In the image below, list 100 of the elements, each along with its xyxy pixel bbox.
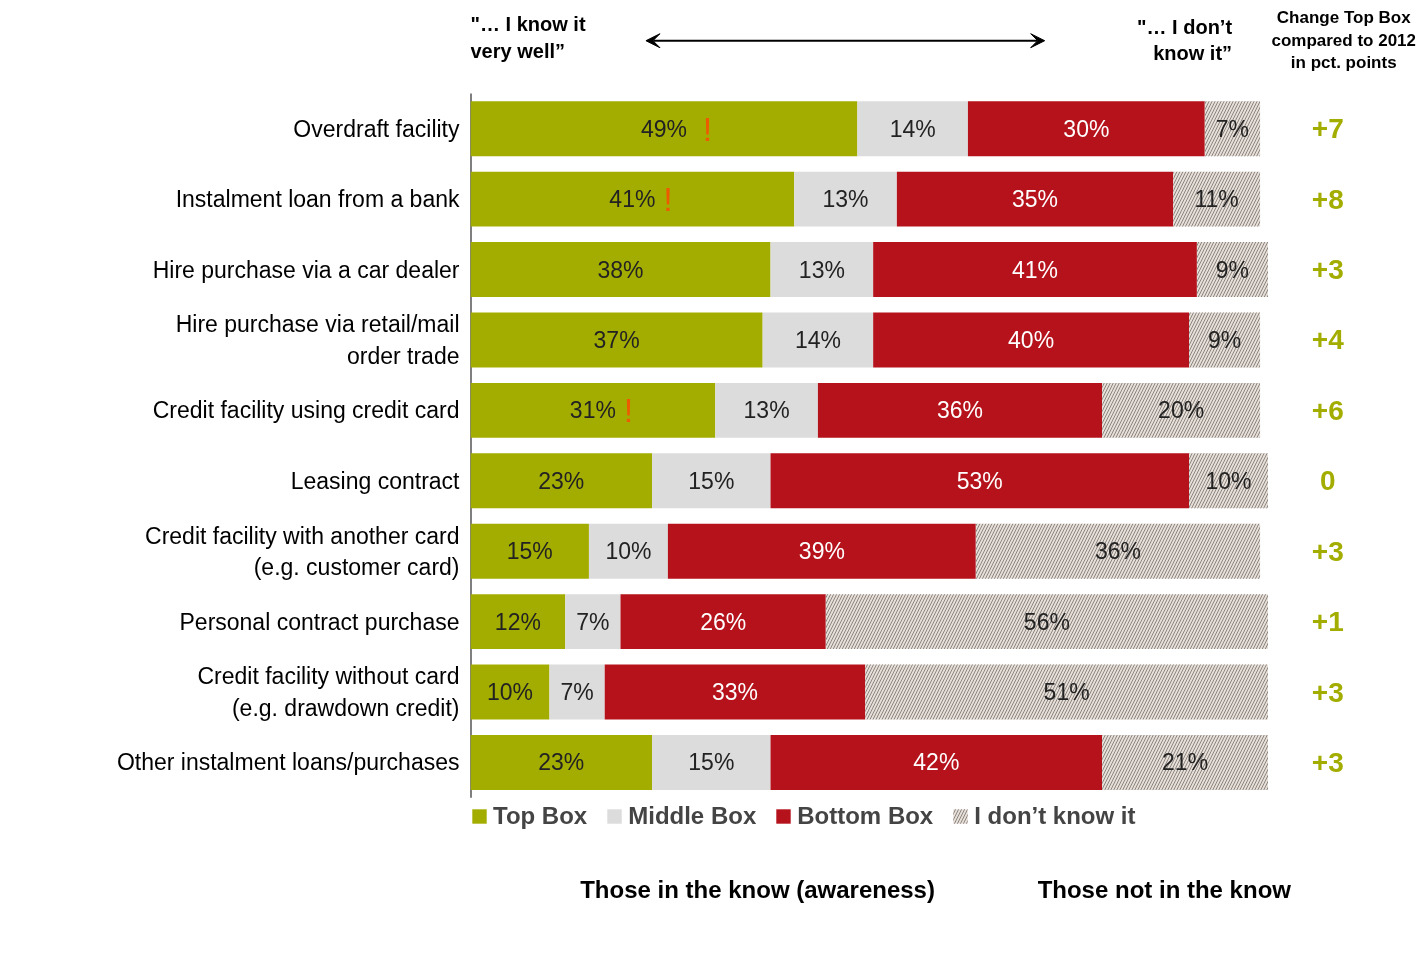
data-label: 21% <box>1162 749 1209 776</box>
data-label: 9% <box>1207 326 1242 353</box>
y-tick-label: Other instalment loans/purchases <box>116 749 460 776</box>
data-label: 23% <box>538 749 585 776</box>
data-label: 13% <box>743 397 790 424</box>
data-label: 36% <box>937 397 984 424</box>
y-tick-label: Credit facility without card (e.g. drawdown credit) <box>197 663 460 721</box>
data-label: 7% <box>576 608 610 635</box>
text: "… I don’t know it” <box>1137 15 1233 64</box>
data-label: 26% <box>700 608 747 635</box>
text: Those not in the know <box>1037 875 1292 903</box>
bar <box>967 101 1205 157</box>
data-label: 37% <box>593 326 640 353</box>
bar <box>470 101 858 157</box>
data-label: 42% <box>913 749 960 776</box>
data-label: 15% <box>688 467 735 494</box>
bar <box>470 312 763 368</box>
bar <box>857 101 968 157</box>
y-tick-label: Hire purchase via retail/mail order trade <box>175 311 460 369</box>
bar <box>470 594 566 650</box>
bar <box>588 523 668 579</box>
data-label: 13% <box>822 186 869 213</box>
annotation: ! <box>663 180 673 219</box>
bar <box>667 523 976 579</box>
text: +3 <box>1311 254 1344 286</box>
bar <box>470 171 795 227</box>
data-label: 13% <box>798 256 845 283</box>
bar <box>770 734 1103 790</box>
data-label: 41% <box>1012 256 1059 283</box>
text: +7 <box>1311 113 1344 145</box>
bar <box>873 242 1197 298</box>
text: Those in the know (awareness) <box>580 875 935 903</box>
text: +1 <box>1311 606 1344 638</box>
data-label: 10% <box>486 679 534 706</box>
text: +4 <box>1311 324 1345 356</box>
data-label: 56% <box>1023 608 1070 635</box>
text: +6 <box>1311 394 1344 426</box>
data-label: 39% <box>798 538 845 565</box>
legend-label: Middle Box <box>628 802 757 830</box>
bar <box>817 382 1103 438</box>
data-label: 14% <box>794 326 841 353</box>
bar <box>770 242 874 298</box>
bar <box>794 171 897 227</box>
data-label: 38% <box>597 256 644 283</box>
bar <box>652 734 771 790</box>
y-tick-label: Hire purchase via a car dealer <box>152 256 460 283</box>
data-label: 11% <box>1194 186 1239 213</box>
bar <box>604 664 866 720</box>
data-label: 33% <box>711 679 759 706</box>
data-label: 49% <box>640 115 687 142</box>
data-label: 7% <box>1215 115 1250 142</box>
data-label: 40% <box>1008 326 1055 353</box>
data-label: 10% <box>1205 467 1252 494</box>
bar <box>470 523 589 579</box>
bar <box>652 453 771 509</box>
data-label: 14% <box>889 115 936 142</box>
bar <box>873 312 1190 368</box>
text: 0 <box>1319 465 1336 497</box>
annotation: ! <box>623 391 634 430</box>
y-tick-label: Overdraft facility <box>293 115 460 142</box>
data-label: 10% <box>605 538 652 565</box>
data-label: 15% <box>688 749 735 776</box>
data-label: 41% <box>609 186 656 213</box>
y-tick-label: Credit facility using credit card <box>152 397 460 424</box>
data-label: 23% <box>538 467 585 494</box>
data-label: 15% <box>506 538 553 565</box>
bar <box>770 453 1190 509</box>
legend-label: Top Box <box>493 802 588 830</box>
data-label: 20% <box>1158 397 1205 424</box>
y-tick-label: Leasing contract <box>290 467 461 494</box>
bar <box>715 382 818 438</box>
data-label: 53% <box>956 467 1003 494</box>
data-label: 35% <box>1012 186 1059 213</box>
bar <box>470 382 716 438</box>
data-label: 31% <box>569 397 616 424</box>
text: +3 <box>1311 676 1344 708</box>
data-label: 51% <box>1043 679 1090 706</box>
bar <box>470 242 771 298</box>
text: "… I know it very well” <box>470 13 586 62</box>
legend-label: Bottom Box <box>797 802 934 830</box>
text: +3 <box>1311 535 1344 567</box>
bar <box>762 312 874 368</box>
data-label: 9% <box>1215 256 1250 283</box>
text: Change Top Box compared to 2012 in pct. points <box>1271 7 1417 73</box>
data-label: 36% <box>1094 538 1141 565</box>
annotation: ! <box>702 109 713 148</box>
data-label: 30% <box>1063 115 1110 142</box>
bar <box>620 594 826 650</box>
y-tick-label: Credit facility with another card (e.g. customer card) <box>145 522 460 580</box>
bar <box>470 734 653 790</box>
data-label: 12% <box>494 608 541 635</box>
text: +8 <box>1311 183 1344 215</box>
text: +3 <box>1311 746 1344 778</box>
bar <box>565 594 621 650</box>
data-label: 7% <box>560 679 594 706</box>
legend-label: I don’t know it <box>974 802 1136 830</box>
y-tick-label: Personal contract purchase <box>179 608 460 635</box>
bar <box>549 664 605 720</box>
bar <box>470 453 653 509</box>
bar <box>896 171 1174 227</box>
